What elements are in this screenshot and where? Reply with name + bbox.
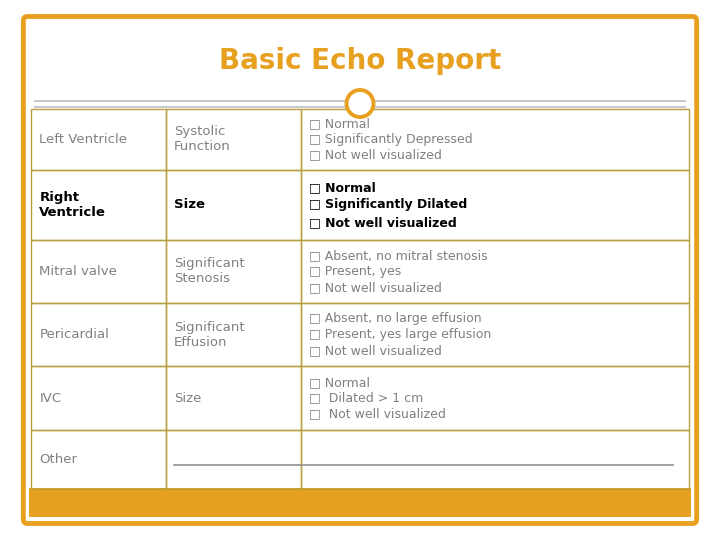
Text: □ Normal: □ Normal	[309, 117, 370, 130]
Text: □  Dilated > 1 cm: □ Dilated > 1 cm	[309, 392, 423, 404]
Bar	[32, 303, 166, 367]
Bar	[166, 109, 301, 170]
Text: Basic Echo Report: Basic Echo Report	[219, 46, 501, 75]
Text: □ Normal: □ Normal	[309, 181, 376, 194]
Bar	[32, 430, 166, 489]
Text: □ Significantly Dilated: □ Significantly Dilated	[309, 198, 467, 211]
Circle shape	[346, 90, 374, 117]
Bar	[301, 109, 688, 170]
Text: □ Not well visualized: □ Not well visualized	[309, 216, 456, 229]
Bar	[301, 367, 688, 430]
Bar	[30, 488, 690, 517]
Bar	[32, 109, 166, 170]
Text: □ Significantly Depressed: □ Significantly Depressed	[309, 133, 472, 146]
Text: Size: Size	[174, 198, 205, 211]
Bar	[166, 240, 301, 303]
Text: Pericardial: Pericardial	[40, 328, 109, 341]
Text: □ Not well visualized: □ Not well visualized	[309, 281, 441, 294]
Text: □ Present, yes: □ Present, yes	[309, 265, 401, 278]
Text: □ Absent, no mitral stenosis: □ Absent, no mitral stenosis	[309, 249, 487, 262]
Text: Right
Ventricle: Right Ventricle	[40, 191, 107, 219]
Bar	[32, 240, 166, 303]
Text: Size: Size	[174, 392, 202, 404]
Bar	[32, 170, 166, 240]
Bar	[166, 303, 301, 367]
Text: Significant
Effusion: Significant Effusion	[174, 321, 245, 349]
Text: □  Not well visualized: □ Not well visualized	[309, 408, 446, 421]
Bar	[166, 430, 301, 489]
Text: Other: Other	[40, 453, 77, 466]
Text: □ Present, yes large effusion: □ Present, yes large effusion	[309, 328, 491, 341]
Text: □ Absent, no large effusion: □ Absent, no large effusion	[309, 313, 482, 326]
Text: IVC: IVC	[40, 392, 61, 404]
Bar	[166, 367, 301, 430]
Text: □ Not well visualized: □ Not well visualized	[309, 148, 441, 161]
Bar	[301, 240, 688, 303]
Text: □ Not well visualized: □ Not well visualized	[309, 344, 441, 357]
Text: □ Normal: □ Normal	[309, 376, 370, 389]
Bar	[301, 170, 688, 240]
Text: Systolic
Function: Systolic Function	[174, 125, 231, 153]
FancyBboxPatch shape	[23, 17, 697, 523]
Bar	[301, 430, 688, 489]
Text: Mitral valve: Mitral valve	[40, 265, 117, 278]
Text: Significant
Stenosis: Significant Stenosis	[174, 258, 245, 286]
Bar	[166, 170, 301, 240]
Bar	[32, 367, 166, 430]
Bar	[301, 303, 688, 367]
Text: Left Ventricle: Left Ventricle	[40, 133, 127, 146]
